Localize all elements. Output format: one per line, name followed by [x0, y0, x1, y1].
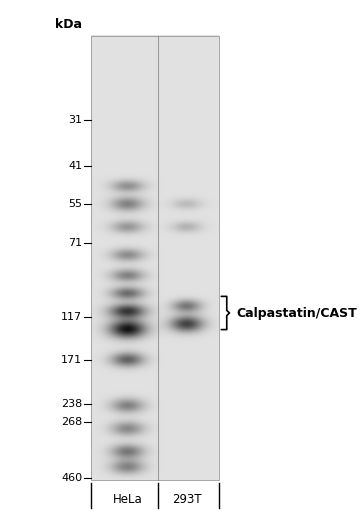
- Text: 238: 238: [61, 399, 82, 409]
- Text: 268: 268: [61, 416, 82, 427]
- Text: 71: 71: [68, 238, 82, 248]
- Text: 171: 171: [61, 355, 82, 365]
- Text: kDa: kDa: [55, 18, 82, 31]
- Text: 460: 460: [61, 473, 82, 483]
- Text: 55: 55: [68, 199, 82, 210]
- Text: 41: 41: [68, 161, 82, 171]
- Text: HeLa: HeLa: [113, 493, 143, 506]
- Bar: [91, 36, 219, 480]
- Text: Calpastatin/CAST: Calpastatin/CAST: [236, 307, 357, 320]
- Text: 117: 117: [61, 312, 82, 322]
- Text: 293T: 293T: [172, 493, 202, 506]
- Text: 31: 31: [68, 115, 82, 125]
